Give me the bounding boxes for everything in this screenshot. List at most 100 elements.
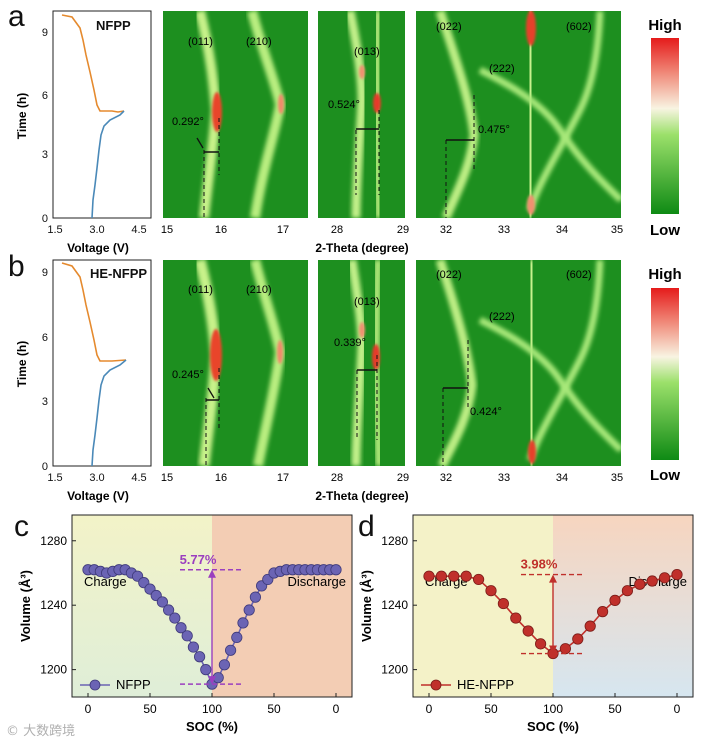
data-point-d-15 [609,594,621,606]
data-point-c-14 [169,612,181,624]
tick-a3-35: 35 [611,224,623,236]
tick-b2-28: 28 [331,472,343,484]
data-point-d-7 [510,612,522,624]
peak-013-b: (013) [354,296,380,308]
data-point-d-11 [559,643,572,655]
two-theta-axis-label-b: 2-Theta (degree) [315,489,408,503]
peak-011-a: (011) [188,36,213,48]
time-tick-b-3: 3 [42,396,48,408]
peak-011-b: (011) [188,284,213,296]
data-point-c-16 [181,630,193,642]
tick-b3-32: 32 [440,472,452,484]
tick-b1-17: 17 [277,472,289,484]
time-tick-0: 0 [42,213,48,225]
tick-a3-33: 33 [498,224,510,236]
peak-022-a: (022) [436,21,462,33]
colorbar-high-a: High [648,17,681,34]
panel-letter-c: c [14,510,29,543]
data-point-d-3 [460,570,472,582]
data-point-d-9 [534,638,547,650]
tick-a2-28: 28 [331,224,343,236]
data-point-c-23 [225,644,237,656]
shift-label-b3: 0.424° [470,406,502,418]
tick-b3-33: 33 [498,472,510,484]
y-tick-label-c-0: 1200 [40,663,67,677]
tick-b3-35: 35 [611,472,623,484]
x-tick-label-d-0: 0 [426,702,433,716]
data-point-d-5 [485,585,497,597]
voltage-tick-b-3: 4.5 [131,472,146,484]
data-point-c-24 [231,631,243,644]
tick-b1-15: 15 [161,472,173,484]
data-point-d-6 [497,597,509,610]
tick-a1-17: 17 [277,224,289,236]
y-axis-label-c: Volume (Å³) [18,570,33,642]
x-axis-label-c: SOC (%) [186,719,238,734]
row-b: HE-NFPP 0 3 6 9 Time (h) 1.5 3.0 4.5 Vol… [15,259,682,503]
data-point-c-18 [194,651,206,663]
sample-label-b: HE-NFPP [90,266,147,281]
x-axis-label-d: SOC (%) [527,719,579,734]
x-tick-label-c-2: 100 [202,702,222,716]
voltage-profile-b: HE-NFPP 0 3 6 9 Time (h) 1.5 3.0 4.5 Vol… [15,259,152,503]
y-tick-label-d-2: 1280 [381,534,408,548]
tick-a3-34: 34 [556,224,568,236]
time-tick-b-0: 0 [42,461,48,473]
voltage-axis-label-a: Voltage (V) [67,241,129,255]
tick-a2-29: 29 [397,224,409,236]
time-tick-b-9: 9 [42,267,48,279]
y-tick-label-c-2: 1280 [40,534,67,548]
volume-change-label-c: 5.77% [180,552,217,567]
colorbar-a: High Low [648,17,681,239]
peak-210-b: (210) [246,284,272,296]
tick-a1-15: 15 [161,224,173,236]
shift-label-a1: 0.292° [172,116,204,128]
x-tick-label-c-1: 50 [143,702,157,716]
volume-change-label-d: 3.98% [521,557,558,572]
legend-marker-c [89,679,101,691]
discharge-curve-a [61,14,125,113]
colorbar-high-b: High [648,266,681,283]
time-tick-b-6: 6 [42,332,48,344]
volume-chart-c: 1200 1240 1280 0 50 100 50 0 SOC (%) Volume (Å³) C… [18,514,353,734]
data-point-c-13 [163,604,175,616]
colorbar-b: High Low [648,266,681,484]
data-point-d-0 [423,570,435,582]
time-tick-9: 9 [42,27,48,39]
voltage-tick-1: 1.5 [47,224,62,236]
x-tick-label-c-4: 0 [333,702,340,716]
voltage-tick-b-2: 3.0 [89,472,104,484]
time-axis-label-a: Time (h) [15,93,29,139]
x-tick-label-c-3: 50 [267,702,281,716]
y-axis-label-d: Volume (Å³) [359,570,374,642]
row-a: NFPP 0 3 6 9 Time (h) 1.5 3.0 4.5 Voltag… [15,10,682,255]
colorbar-low-a: Low [650,222,680,239]
peak-013-a: (013) [354,46,380,58]
data-point-d-18 [646,575,658,587]
charge-curve-b [91,359,127,467]
contour-panel-b3: (022) (222) (602) 0.424° 32 33 34 35 [416,260,623,484]
panel-letter-a: a [8,0,25,33]
data-point-d-1 [435,570,447,582]
contour-panel-b2: (013) 0.339° 28 29 [318,260,409,484]
charge-label-c: Charge [84,574,127,589]
contour-panel-a2: (013) 0.524° 28 29 [318,11,409,236]
data-point-c-17 [187,641,199,653]
y-tick-label-d-1: 1240 [381,598,408,612]
data-point-d-14 [596,606,609,618]
shift-label-a2: 0.524° [328,99,360,111]
y-tick-label-c-1: 1240 [40,598,67,612]
peak-602-a: (602) [566,21,592,33]
sample-label-a: NFPP [96,18,131,33]
panel-letter-b: b [8,250,25,283]
tick-b1-16: 16 [215,472,227,484]
y-tick-label-d-0: 1200 [381,663,408,677]
two-theta-axis-label-a: 2-Theta (degree) [315,241,408,255]
x-tick-label-c-0: 0 [85,702,92,716]
data-point-c-25 [237,617,249,629]
x-tick-label-d-2: 100 [543,702,563,716]
discharge-label-c: Discharge [287,574,346,589]
data-point-d-13 [584,620,596,632]
discharge-region-d [553,515,693,697]
